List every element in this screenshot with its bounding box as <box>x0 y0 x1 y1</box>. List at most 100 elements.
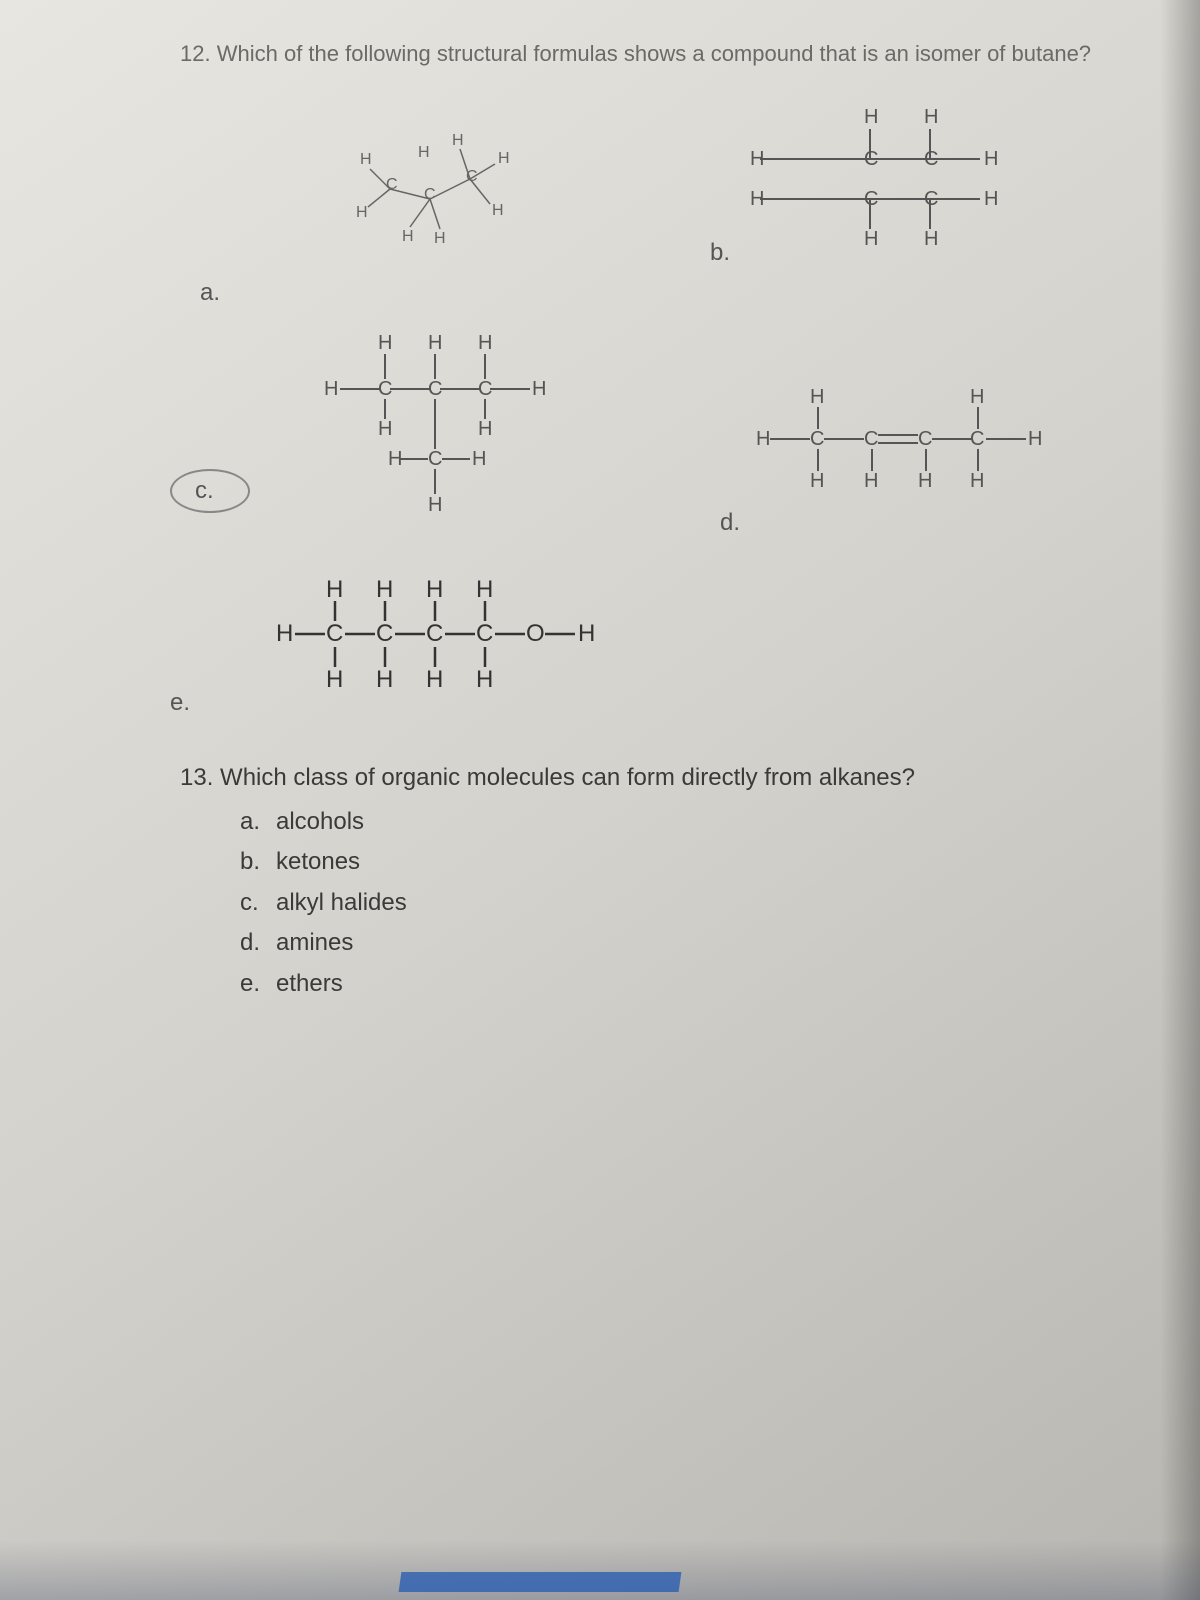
q13-text: Which class of organic molecules can for… <box>220 764 915 791</box>
svg-text:H: H <box>426 666 443 693</box>
svg-text:H: H <box>924 106 938 128</box>
svg-text:H: H <box>864 106 878 128</box>
svg-text:H: H <box>810 386 824 408</box>
label-e: e. <box>170 689 190 717</box>
svg-text:C: C <box>864 148 878 170</box>
opt-text: alcohols <box>276 808 364 835</box>
structure-c-svg: H C C C H H H H H H H C H H <box>310 319 570 519</box>
structure-b-svg: H C C H H C C H H H H H <box>740 99 1020 249</box>
svg-text:C: C <box>378 378 392 400</box>
svg-text:C: C <box>924 148 938 170</box>
structure-a-svg: H H C C C H H H H H H <box>330 119 530 259</box>
svg-text:H: H <box>356 204 368 221</box>
svg-text:H: H <box>970 470 984 492</box>
svg-text:H: H <box>864 470 878 492</box>
svg-text:C: C <box>428 448 442 470</box>
opt-letter: d. <box>240 924 276 962</box>
q13-option-a: a.alcohols <box>240 803 1140 841</box>
opt-text: amines <box>276 929 353 956</box>
svg-text:H: H <box>498 150 510 167</box>
worksheet-page: 12. Which of the following structural fo… <box>0 0 1200 1600</box>
q13-option-d: d.amines <box>240 924 1140 962</box>
svg-text:H: H <box>418 144 430 161</box>
svg-text:H: H <box>378 332 392 354</box>
svg-text:H: H <box>578 620 595 647</box>
svg-text:C: C <box>424 186 436 203</box>
svg-text:C: C <box>924 188 938 210</box>
svg-text:H: H <box>472 448 486 470</box>
structure-d: H C C C C H H H H H H H <box>750 379 1090 499</box>
svg-text:C: C <box>970 428 984 450</box>
svg-text:H: H <box>476 576 493 603</box>
svg-text:H: H <box>918 470 932 492</box>
svg-text:C: C <box>326 620 343 647</box>
q13-option-c: c.alkyl halides <box>240 884 1140 922</box>
svg-text:H: H <box>750 148 764 170</box>
svg-text:H: H <box>378 418 392 440</box>
svg-text:H: H <box>376 666 393 693</box>
q13-number: 13. <box>180 764 213 791</box>
svg-text:H: H <box>478 332 492 354</box>
svg-text:H: H <box>492 202 504 219</box>
svg-text:C: C <box>864 428 878 450</box>
svg-text:H: H <box>476 666 493 693</box>
svg-text:H: H <box>452 132 464 149</box>
svg-text:H: H <box>428 332 442 354</box>
label-a: a. <box>200 279 220 307</box>
structure-e: H C C C C O H H H H H H H H H <box>270 569 690 699</box>
svg-text:H: H <box>324 378 338 400</box>
svg-text:H: H <box>970 386 984 408</box>
svg-text:O: O <box>526 620 545 647</box>
svg-text:H: H <box>924 228 938 249</box>
opt-text: ethers <box>276 970 343 997</box>
q13-block: 13. Which class of organic molecules can… <box>180 759 1140 1003</box>
svg-text:H: H <box>478 418 492 440</box>
q13-option-b: b.ketones <box>240 843 1140 881</box>
svg-text:H: H <box>434 230 446 247</box>
svg-text:H: H <box>376 576 393 603</box>
svg-text:C: C <box>376 620 393 647</box>
table-edge-strip <box>399 1572 682 1592</box>
opt-letter: c. <box>240 884 276 922</box>
svg-text:C: C <box>428 378 442 400</box>
svg-text:H: H <box>276 620 293 647</box>
svg-text:H: H <box>750 188 764 210</box>
svg-text:H: H <box>426 576 443 603</box>
structure-e-svg: H C C C C O H H H H H H H H H <box>270 569 690 699</box>
q12-diagrams: H H C C C H H H H H H a. <box>180 89 1140 729</box>
svg-text:C: C <box>476 620 493 647</box>
q12-text: Which of the following structural formul… <box>217 41 1091 66</box>
q13-stem: 13. Which class of organic molecules can… <box>180 759 1140 797</box>
svg-text:H: H <box>532 378 546 400</box>
opt-text: alkyl halides <box>276 889 407 916</box>
svg-text:H: H <box>360 151 372 168</box>
structure-a: H H C C C H H H H H H <box>330 119 530 259</box>
svg-text:C: C <box>918 428 932 450</box>
page-edge-shadow <box>1160 0 1200 1600</box>
opt-letter: b. <box>240 843 276 881</box>
svg-text:H: H <box>402 228 414 245</box>
svg-text:H: H <box>326 576 343 603</box>
svg-text:H: H <box>984 188 998 210</box>
svg-text:C: C <box>466 168 478 185</box>
q13-option-e: e.ethers <box>240 965 1140 1003</box>
svg-text:H: H <box>984 148 998 170</box>
svg-text:H: H <box>810 470 824 492</box>
svg-text:H: H <box>756 428 770 450</box>
opt-text: ketones <box>276 848 360 875</box>
svg-text:C: C <box>810 428 824 450</box>
svg-text:H: H <box>326 666 343 693</box>
svg-text:H: H <box>1028 428 1042 450</box>
svg-text:H: H <box>388 448 402 470</box>
structure-c: H C C C H H H H H H H C H H <box>310 319 570 519</box>
opt-letter: a. <box>240 803 276 841</box>
q13-options: a.alcohols b.ketones c.alkyl halides d.a… <box>180 803 1140 1003</box>
q12-number: 12. <box>180 41 211 66</box>
label-c: c. <box>195 477 214 505</box>
structure-b: H C C H H C C H H H H H <box>740 99 1020 249</box>
label-d: d. <box>720 509 740 537</box>
svg-text:H: H <box>428 494 442 516</box>
q12-stem: 12. Which of the following structural fo… <box>180 40 1140 69</box>
svg-text:C: C <box>426 620 443 647</box>
label-b: b. <box>710 239 730 267</box>
